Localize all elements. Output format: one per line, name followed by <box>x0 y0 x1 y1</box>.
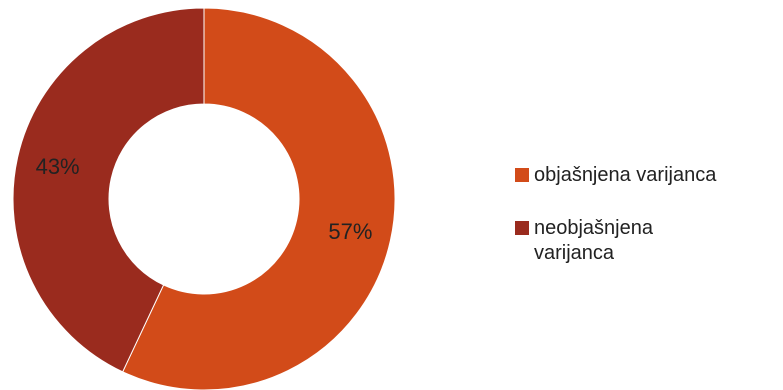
donut-slices <box>12 7 396 390</box>
slice-value-label-1: 57% <box>328 219 372 244</box>
slice-value-labels: 57% 43% <box>36 154 373 244</box>
slice-value-label-2: 43% <box>36 154 80 179</box>
legend: objašnjena varijanca neobjašnjena varijanc… <box>515 164 717 264</box>
legend-swatch-1 <box>515 168 529 182</box>
donut-slice-2 <box>12 7 205 373</box>
legend-label-2: neobjašnjena varijanca <box>534 217 654 264</box>
legend-item-1: objašnjena varijanca <box>515 164 717 186</box>
legend-swatch-2 <box>515 221 529 235</box>
legend-item-2: neobjašnjena varijanca <box>515 217 654 264</box>
legend-label-1: objašnjena varijanca <box>534 164 717 186</box>
